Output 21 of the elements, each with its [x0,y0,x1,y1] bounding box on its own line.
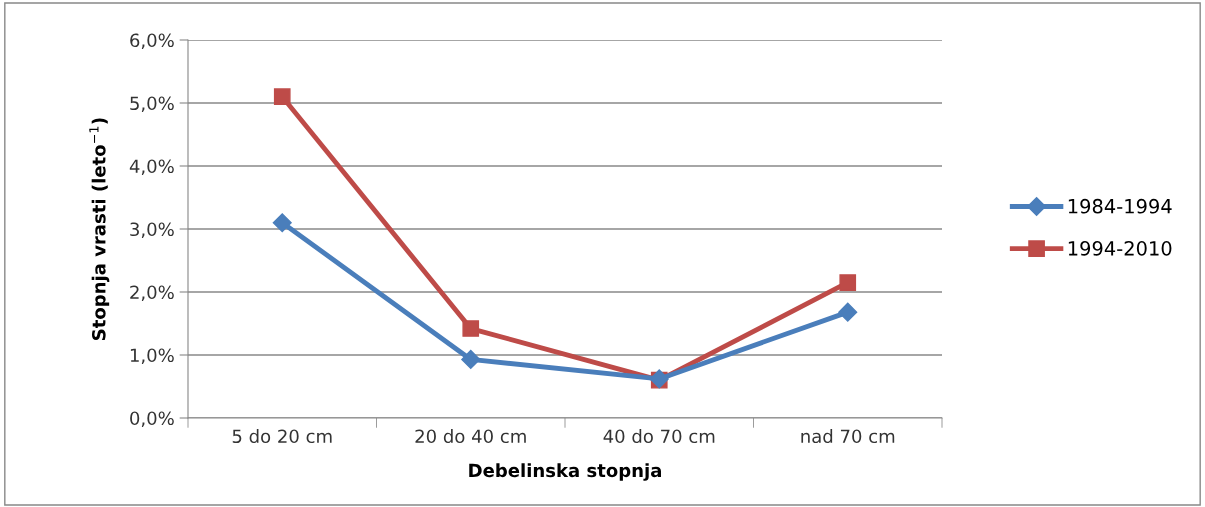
point [461,349,481,369]
y-tick-label: 3,0% [130,222,174,238]
x-tick-label: nad 70 cm [801,429,895,444]
point [462,320,480,337]
legend-label: 1994-2010 [1068,241,1172,256]
x-tick-label: 40 do 70 cm [603,429,715,444]
x-tick-label: 20 do 40 cm [415,429,526,444]
x-axis-title: Debelinska stopnja [469,463,661,481]
point [272,213,292,233]
x-tick-label: 5 do 20 cm [232,429,332,444]
point [273,88,291,106]
point [839,274,857,291]
y-tick-label: 4,0% [129,159,174,175]
y-tick-label: 5,0% [130,96,174,112]
y-tick-label: 6,0% [130,33,174,49]
y-axis-title: Stopnja vrasti (leto$^{−1}$) [89,118,110,341]
y-tick-label: 1,0% [130,348,174,364]
point [838,302,858,322]
y-tick-label: 0,0% [130,411,174,427]
legend-label: 1984-1994 [1068,198,1172,214]
y-tick-label: 2,0% [130,285,174,301]
